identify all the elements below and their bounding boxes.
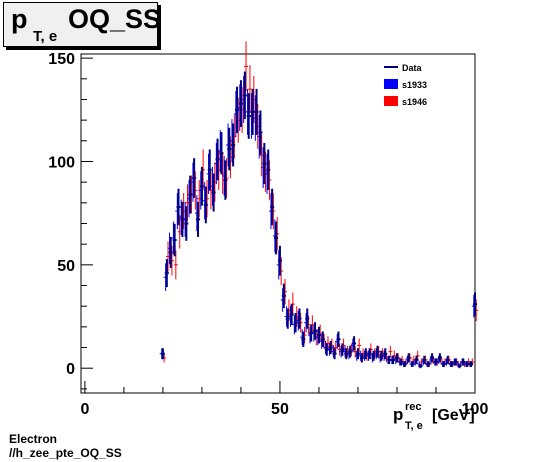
legend-label: s1933: [402, 80, 427, 90]
y-tick-label: 100: [48, 154, 75, 171]
x-tick-label: 50: [271, 401, 289, 418]
series-s1933: [159, 75, 476, 367]
series-group: [159, 41, 479, 369]
x-tick-label: 100: [462, 401, 489, 418]
axes: 0 50 100 150 0 50 100: [48, 51, 488, 418]
legend-swatch-s1946: [384, 96, 398, 106]
x-label-sup: rec: [405, 401, 422, 413]
footer-path: //h_zee_pte_OQ_SS: [9, 446, 122, 460]
series-s1946: [162, 41, 479, 367]
x-axis-label: p rec T, e [GeV]: [393, 401, 475, 432]
footer-category: Electron: [9, 432, 58, 446]
legend-swatch-s1933: [384, 79, 398, 89]
x-label-main: p: [393, 405, 403, 424]
y-tick-label: 150: [48, 51, 75, 68]
x-tick-label: 0: [80, 401, 89, 418]
title-box: p T, e OQ_SS: [3, 2, 162, 47]
legend-label: Data: [402, 63, 423, 73]
title-rest: OQ_SS: [68, 4, 162, 34]
x-label-unit: [GeV]: [432, 407, 475, 424]
legend: Data s1933 s1946: [384, 63, 427, 107]
series-data: [160, 71, 477, 369]
title-subscript: T, e: [33, 28, 58, 45]
legend-label: s1946: [402, 97, 427, 107]
x-label-sub: T, e: [405, 420, 423, 432]
title-main: p: [11, 4, 28, 34]
y-tick-label: 0: [66, 361, 75, 378]
y-tick-label: 50: [57, 258, 75, 275]
